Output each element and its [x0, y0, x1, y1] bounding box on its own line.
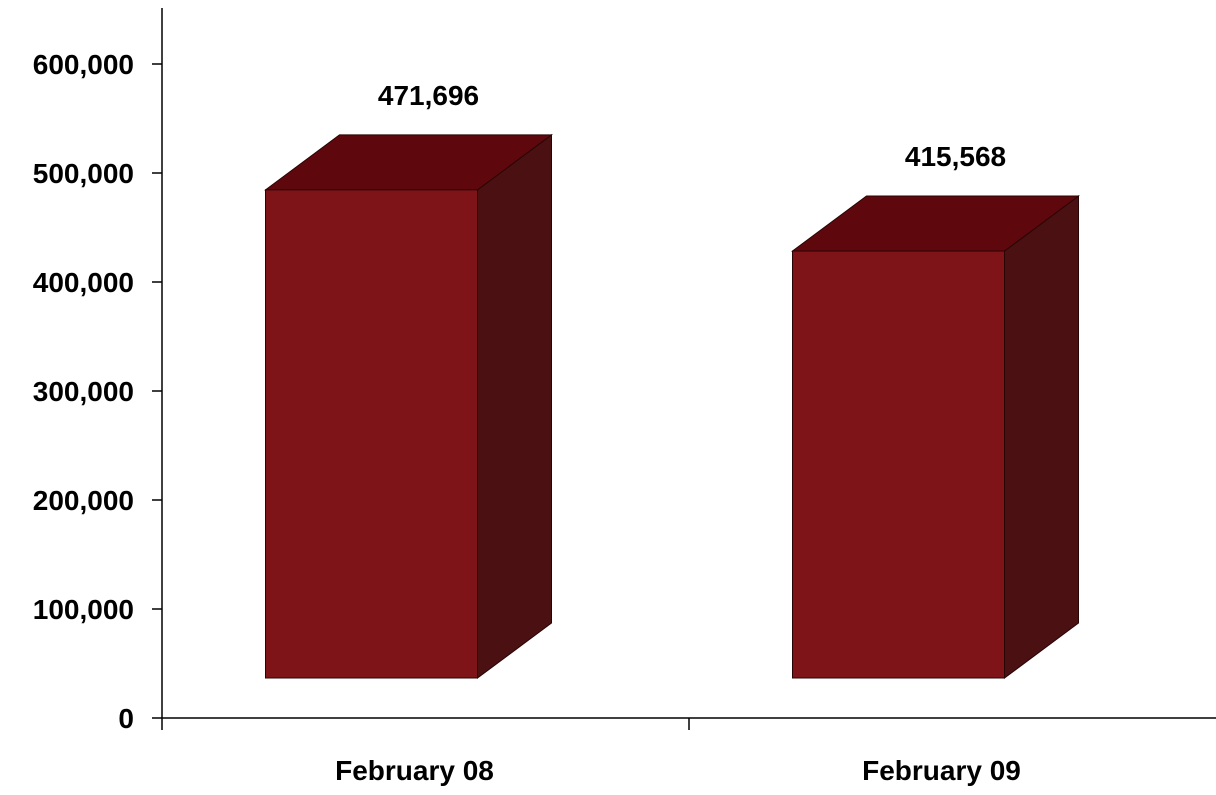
bar-side-face: [477, 133, 552, 679]
data-labels: 471,696 415,568: [378, 80, 1006, 172]
y-tick-label: 200,000: [33, 485, 134, 516]
category-label: February 09: [862, 755, 1021, 786]
data-label: 471,696: [378, 80, 479, 111]
data-label: 415,568: [905, 141, 1006, 172]
y-axis-ticks: 0 100,000 200,000 300,000 400,000 500,000 600,…: [33, 49, 162, 734]
y-tick-label: 100,000: [33, 594, 134, 625]
category-labels: February 08 February 09: [335, 755, 1021, 786]
bar-front-face: [792, 250, 1005, 679]
bar: [790, 195, 1081, 679]
y-tick-label: 300,000: [33, 376, 134, 407]
category-label: February 08: [335, 755, 494, 786]
y-tick-label: 500,000: [33, 158, 134, 189]
bar-front-face: [265, 189, 478, 679]
bar-side-face: [1004, 195, 1079, 679]
bar: [263, 133, 554, 679]
y-tick-label: 600,000: [33, 49, 134, 80]
x-axis-ticks: [161, 718, 690, 730]
y-tick-label: 400,000: [33, 267, 134, 298]
bars: [263, 133, 1081, 679]
y-tick-label: 0: [118, 703, 134, 734]
